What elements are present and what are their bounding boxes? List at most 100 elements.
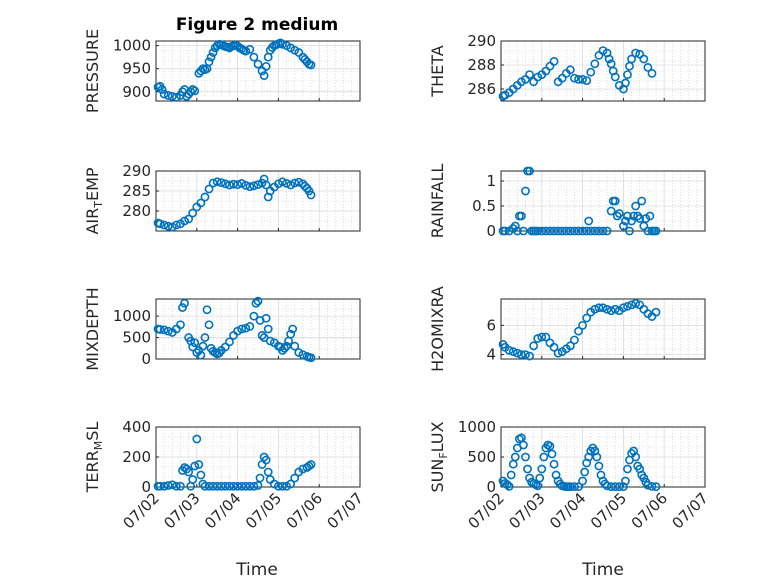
data-point — [220, 481, 230, 491]
data-point — [282, 341, 291, 351]
data-point — [500, 226, 510, 236]
data-point — [651, 226, 661, 236]
data-point — [208, 481, 218, 491]
data-point — [204, 184, 214, 194]
subplot-h2omixra: 4 6 H2OMIXRA — [428, 286, 706, 372]
x-axis-label-right: Time — [581, 560, 624, 580]
data-point — [570, 482, 579, 492]
data-point — [574, 75, 583, 84]
y-tick-label: 0 — [141, 350, 151, 368]
y-tick-label: 1000 — [113, 307, 151, 325]
data-point — [541, 226, 551, 236]
data-point — [610, 196, 620, 206]
data-point — [241, 46, 251, 56]
data-point — [631, 48, 641, 58]
data-point — [273, 481, 283, 491]
data-point — [539, 452, 549, 462]
data-point — [621, 476, 630, 486]
data-point — [594, 461, 604, 471]
data-point — [229, 481, 238, 491]
y-tick-label: 200 — [122, 448, 151, 466]
subplot-rainfall: 0 0.5 1 RAINFALL — [428, 164, 706, 240]
subplot-pressure: 900 950 1000 PRESSURE — [83, 29, 361, 113]
data-point — [155, 325, 165, 334]
subplot-sun-flux: 0500100007/0207/0307/0407/0507/0607/07SU… — [428, 418, 712, 532]
data-point — [159, 89, 169, 99]
data-point — [610, 482, 620, 492]
data-point — [204, 320, 214, 330]
data-point — [535, 473, 545, 483]
data-point — [188, 475, 198, 484]
data-point — [578, 320, 587, 330]
data-point — [255, 473, 265, 483]
data-point — [249, 181, 259, 191]
data-point — [643, 63, 653, 72]
data-point — [200, 333, 210, 342]
data-point — [306, 190, 316, 200]
data-point — [253, 180, 263, 189]
data-point — [631, 298, 641, 308]
data-point — [578, 476, 587, 486]
data-point — [610, 72, 620, 82]
data-point — [229, 179, 238, 189]
data-point — [517, 211, 526, 221]
data-point — [523, 464, 532, 474]
data-point — [196, 350, 206, 360]
data-point — [194, 460, 204, 469]
data-point — [167, 91, 177, 101]
data-point — [594, 226, 604, 236]
data-point — [537, 332, 547, 342]
data-point — [561, 226, 571, 236]
data-point — [306, 353, 316, 363]
data-point — [565, 226, 575, 236]
data-point — [590, 226, 600, 236]
data-point — [510, 221, 520, 231]
y-tick-label: 1000 — [458, 418, 496, 436]
data-point — [278, 39, 287, 49]
data-point — [261, 61, 271, 71]
data-point — [237, 481, 247, 491]
data-point — [578, 226, 587, 236]
y-tick-label: 500 — [122, 329, 151, 347]
data-point — [245, 481, 255, 491]
data-point — [261, 180, 271, 190]
data-point — [196, 470, 206, 480]
data-point — [582, 226, 592, 236]
data-point — [506, 470, 516, 480]
data-point — [598, 303, 608, 313]
data-point — [504, 481, 514, 491]
data-point — [651, 307, 661, 317]
data-point — [643, 226, 653, 236]
data-point — [163, 221, 173, 231]
x-tick-label: 07/04 — [201, 489, 244, 532]
data-point — [216, 481, 226, 491]
y-axis-label: AIRTEMP — [83, 167, 105, 234]
data-point — [627, 300, 636, 310]
data-point — [614, 482, 624, 492]
data-point — [584, 216, 594, 226]
data-point — [286, 329, 296, 339]
data-point — [241, 180, 251, 190]
data-point — [208, 178, 218, 188]
y-tick-label: 900 — [122, 83, 151, 101]
y-tick-label: 280 — [122, 202, 151, 220]
data-point — [619, 303, 628, 313]
data-point — [176, 481, 185, 491]
data-point — [163, 481, 173, 490]
data-point — [263, 467, 273, 477]
data-point — [176, 320, 185, 330]
data-point — [288, 324, 298, 334]
data-point — [565, 341, 575, 351]
x-tick-label: 07/05 — [242, 489, 285, 532]
y-tick-label: 285 — [122, 182, 151, 200]
data-point — [627, 216, 636, 226]
data-point — [553, 226, 563, 236]
y-axis-label: PRESSURE — [83, 29, 102, 113]
y-tick-label: 0 — [141, 478, 151, 496]
data-point — [163, 91, 173, 100]
data-point — [549, 57, 559, 66]
data-point — [553, 348, 563, 358]
y-axis-label: MIXDEPTH — [83, 287, 102, 370]
data-point — [517, 350, 526, 360]
